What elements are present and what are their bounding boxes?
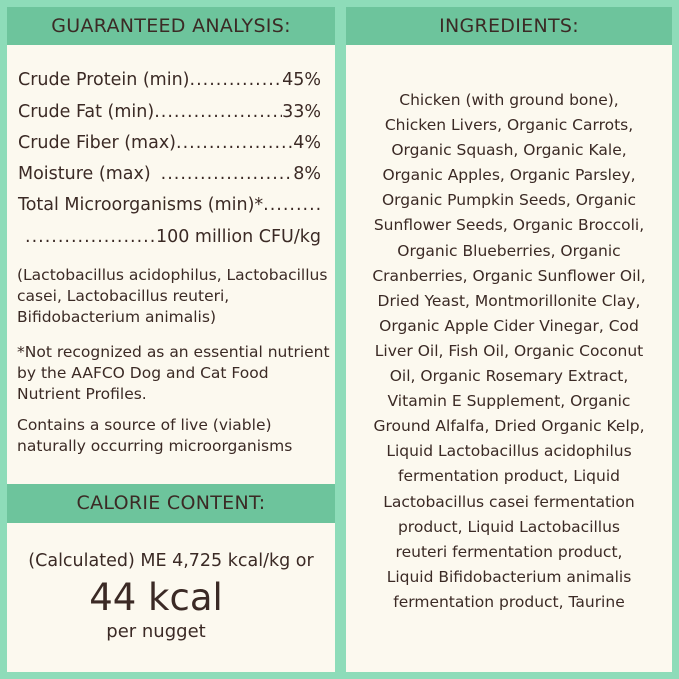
- ingredients-line: Chicken Livers, Organic Carrots,: [384, 116, 634, 135]
- ingredients-line: fermentation product, Taurine: [393, 592, 625, 611]
- leader-dots: [154, 100, 282, 124]
- ingredients-panel: INGREDIENTS: Chicken (with ground bone),…: [346, 7, 672, 672]
- ingredients-line: Oil, Organic Rosemary Extract,: [389, 367, 629, 386]
- analysis-row: Crude Fat (min) 33%: [18, 100, 321, 124]
- leader-dots: [176, 131, 293, 155]
- ingredients-line: product, Liquid Lactobacillus: [397, 517, 621, 536]
- ingredients-line: Ground Alfalfa, Dried Organic Kelp,: [373, 417, 645, 436]
- ingredients-line: Organic Apple Cider Vinegar, Cod: [379, 316, 639, 335]
- ingredients-line: Liquid Bifidobacterium animalis: [386, 567, 632, 586]
- ingredients-line: Dried Yeast, Montmorillonite Clay,: [377, 291, 641, 310]
- ingredients-line: Chicken (with ground bone),: [399, 91, 619, 109]
- ingredients-line: reuteri fermentation product,: [395, 542, 623, 561]
- leader-dots: [190, 68, 283, 92]
- calorie-calculated: (Calculated) ME 4,725 kcal/kg or: [28, 551, 314, 571]
- leader-dots: [25, 225, 156, 249]
- ingredients-line: fermentation product, Liquid: [398, 467, 620, 486]
- calorie-content-heading: CALORIE CONTENT:: [7, 484, 335, 523]
- analysis-row: Crude Protein (min) 45%: [18, 68, 321, 92]
- guaranteed-analysis-panel: GUARANTEED ANALYSIS: Crude Protein (min)…: [7, 7, 335, 672]
- ingredients-line: Vitamin E Supplement, Organic: [387, 392, 631, 411]
- calorie-per-nugget-value: 44 kcal: [89, 576, 223, 619]
- analysis-row: 100 million CFU/kg: [25, 225, 321, 249]
- analysis-row: Total Microorganisms (min)*: [18, 193, 321, 217]
- ingredients-line: Organic Apples, Organic Parsley,: [382, 166, 636, 185]
- ingredients-line: Sunflower Seeds, Organic Broccoli,: [373, 216, 645, 235]
- analysis-value: 8%: [293, 164, 321, 184]
- strains-note: (Lactobacillus acidophilus, Lactobacillu…: [17, 266, 328, 326]
- leader-dots: [263, 193, 321, 217]
- leader-dots: [161, 162, 294, 186]
- ingredients-line: Liver Oil, Fish Oil, Organic Coconut: [374, 341, 644, 360]
- guaranteed-analysis-heading: GUARANTEED ANALYSIS:: [7, 7, 335, 45]
- analysis-label: Crude Fiber (max): [18, 133, 177, 153]
- analysis-value: 4%: [293, 133, 321, 153]
- ingredients-line: Lactobacillus casei fermentation: [383, 492, 635, 511]
- ingredients-heading: INGREDIENTS:: [346, 7, 672, 45]
- live-microorganisms-note: Contains a source of live (viable) natur…: [17, 416, 293, 455]
- analysis-row: Crude Fiber (max) 4%: [18, 131, 321, 155]
- analysis-value: 45%: [282, 70, 321, 90]
- analysis-label: Crude Protein (min): [18, 70, 190, 90]
- ingredients-line: Organic Blueberries, Organic: [397, 241, 621, 260]
- analysis-label: Crude Fat (min): [18, 102, 155, 122]
- ingredients-line: Liquid Lactobacillus acidophilus: [386, 442, 632, 461]
- analysis-value: 33%: [282, 102, 321, 122]
- analysis-value: 100 million CFU/kg: [155, 227, 321, 247]
- analysis-label: Moisture (max): [18, 164, 151, 184]
- ingredients-line: Organic Squash, Organic Kale,: [391, 141, 627, 160]
- ingredients-line: Cranberries, Organic Sunflower Oil,: [372, 266, 646, 285]
- ingredients-list: Chicken (with ground bone), Chicken Liver…: [346, 88, 672, 615]
- ingredients-line: Organic Pumpkin Seeds, Organic: [381, 191, 637, 210]
- calorie-per-nugget-label: per nugget: [106, 621, 206, 642]
- aafco-footnote: *Not recognized as an essential nutrient…: [17, 343, 330, 403]
- analysis-label: Total Microorganisms (min)*: [18, 195, 264, 215]
- analysis-row: Moisture (max) 8%: [18, 162, 321, 186]
